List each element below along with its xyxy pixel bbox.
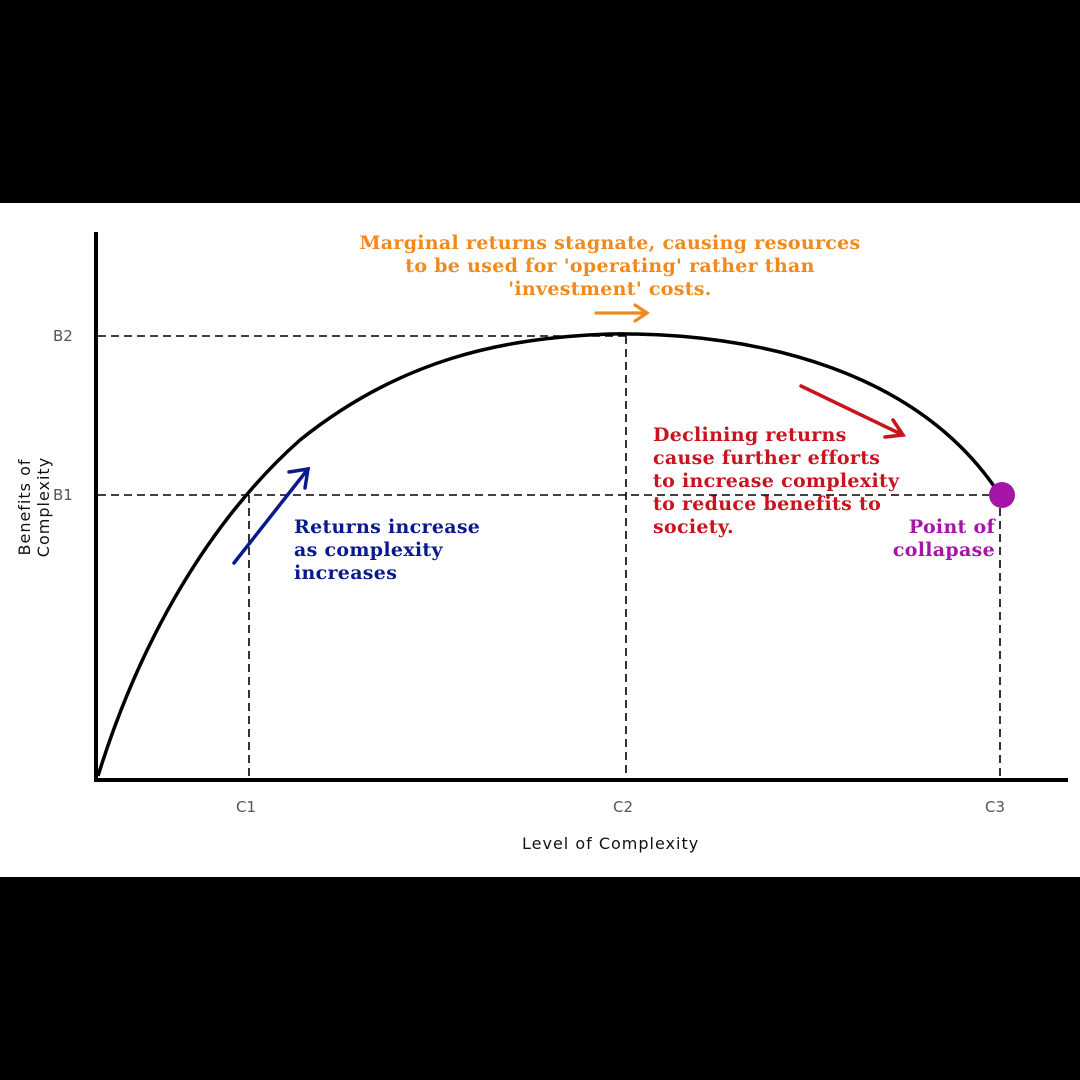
x-tick-c1: C1 [236, 798, 257, 816]
increase-annotation: Returns increase as complexity increases [294, 516, 481, 584]
collapse-point-dot [989, 482, 1015, 508]
x-axis-title: Level of Complexity [522, 834, 700, 853]
diagram-panel [0, 203, 1080, 877]
declining-annotation: Declining returns cause further efforts … [653, 424, 900, 538]
y-axis-title: Benefits of Complexity [15, 456, 53, 558]
y-tick-b2: B2 [53, 327, 73, 345]
stagnate-annotation: Marginal returns stagnate, causing resou… [359, 232, 861, 300]
arrow-down-right-icon [799, 384, 907, 439]
x-tick-c3: C3 [985, 798, 1006, 816]
x-tick-c2: C2 [613, 798, 634, 816]
arrow-right-icon [594, 303, 650, 323]
collapse-annotation: Point of collapase [892, 516, 995, 561]
arrow-up-right-icon [232, 466, 311, 565]
y-tick-b1: B1 [53, 486, 73, 504]
benefits-curve [96, 332, 1002, 777]
